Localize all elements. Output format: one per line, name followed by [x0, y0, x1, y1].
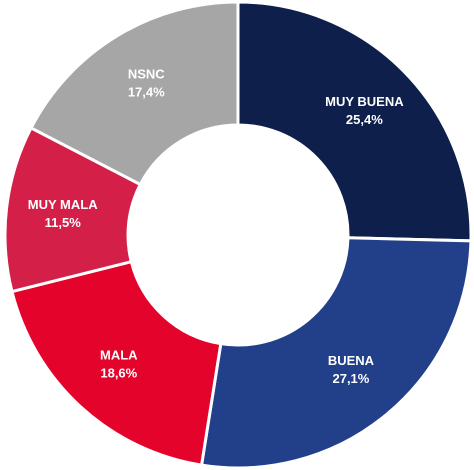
segment-label: MALA — [100, 348, 138, 363]
donut-segment — [236, 0, 473, 243]
donut-segment — [29, 0, 240, 187]
value-label: 27,1% — [332, 371, 369, 386]
segment-label: BUENA — [328, 353, 375, 368]
value-label: 25,4% — [346, 112, 383, 127]
segment-label: MUY MALA — [28, 197, 98, 212]
donut-segment — [199, 236, 473, 470]
value-label: 17,4% — [128, 85, 165, 100]
segment-label: MUY BUENA — [325, 94, 404, 109]
segment-label: NSNC — [128, 67, 165, 82]
value-label: 11,5% — [45, 215, 82, 230]
donut-segment — [10, 259, 223, 467]
value-label: 18,6% — [100, 366, 137, 381]
